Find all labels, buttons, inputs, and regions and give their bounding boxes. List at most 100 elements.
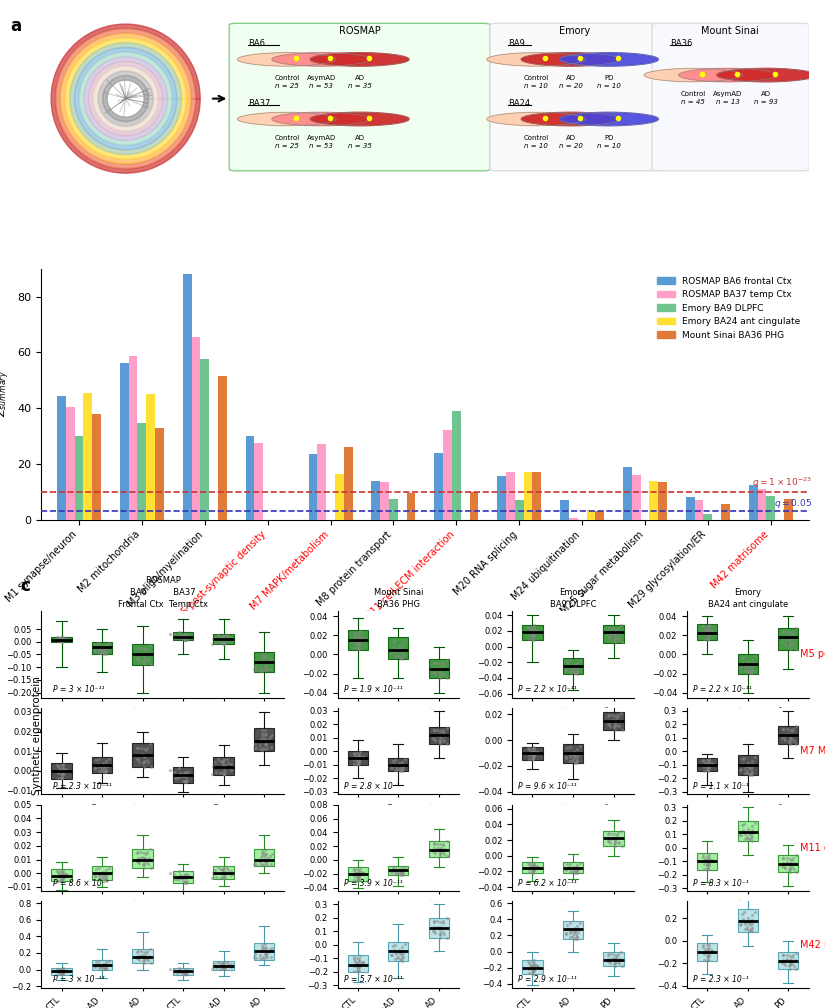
Point (134, 943, 148, 960)
Point (602, 625, 615, 641)
Point (398, 631, 412, 647)
Point (786, 721, 799, 737)
Point (573, 738, 587, 754)
Point (255, 731, 268, 747)
Point (144, 736, 157, 752)
Point (137, 856, 150, 872)
Bar (632, 475, 640, 520)
Point (526, 960, 539, 976)
Point (262, 655, 275, 671)
Point (225, 867, 238, 883)
Point (351, 872, 365, 888)
Point (697, 952, 710, 968)
Point (348, 752, 361, 768)
Point (174, 963, 187, 979)
Point (172, 961, 186, 977)
Point (527, 857, 540, 873)
Point (701, 763, 714, 779)
Point (748, 815, 761, 832)
Point (92, 961, 106, 977)
Point (606, 712, 620, 728)
Point (565, 929, 578, 946)
Text: c: c (20, 577, 30, 595)
Point (137, 850, 150, 866)
Point (258, 741, 271, 757)
Point (611, 834, 625, 850)
Point (563, 664, 577, 680)
Point (51, 962, 64, 978)
Point (178, 627, 191, 643)
Point (434, 836, 447, 852)
Bar (254, 443, 263, 520)
Point (433, 734, 446, 750)
Point (174, 868, 187, 884)
Text: P = 3 × 10⁻¹³: P = 3 × 10⁻¹³ (54, 976, 105, 985)
PathPatch shape (778, 952, 799, 969)
Point (740, 831, 753, 847)
Point (255, 663, 268, 679)
Point (352, 629, 365, 645)
Point (258, 853, 271, 869)
Point (782, 862, 795, 878)
Point (51, 770, 64, 786)
Point (527, 743, 540, 759)
Point (784, 856, 797, 872)
Point (177, 629, 191, 645)
Point (395, 648, 408, 664)
Point (783, 727, 796, 743)
Point (88, 760, 101, 776)
Point (748, 749, 761, 765)
Point (56, 965, 69, 981)
Point (177, 767, 191, 783)
Point (95, 869, 108, 885)
Point (177, 773, 190, 789)
Point (253, 741, 266, 757)
Point (738, 815, 751, 832)
Point (56, 632, 69, 648)
Point (565, 860, 578, 876)
Point (570, 864, 583, 880)
Point (257, 653, 270, 669)
Text: P = 1.9 × 10⁻¹¹: P = 1.9 × 10⁻¹¹ (343, 685, 403, 695)
Point (97, 957, 111, 973)
Point (434, 733, 447, 749)
Point (612, 836, 625, 852)
Point (143, 948, 156, 964)
Point (427, 731, 441, 747)
Point (783, 636, 796, 652)
Text: Control: Control (681, 91, 706, 97)
Point (744, 660, 757, 676)
Point (215, 862, 229, 878)
Point (563, 856, 576, 872)
Point (527, 748, 540, 764)
Point (528, 625, 541, 641)
Point (697, 762, 710, 778)
Point (131, 951, 144, 967)
Bar (469, 492, 478, 520)
Point (389, 936, 402, 953)
Point (390, 944, 403, 961)
Point (566, 927, 579, 943)
Point (698, 851, 711, 867)
Point (530, 744, 544, 760)
Point (527, 961, 540, 977)
Point (427, 913, 441, 929)
Point (349, 631, 362, 647)
Point (705, 942, 718, 959)
Point (705, 623, 719, 639)
Point (392, 638, 405, 654)
Point (249, 661, 262, 677)
Point (434, 842, 447, 858)
Text: PD: PD (605, 75, 614, 81)
Point (389, 632, 402, 648)
Point (207, 631, 220, 647)
Point (225, 960, 238, 976)
Point (60, 866, 73, 882)
Point (563, 861, 577, 877)
Point (563, 747, 577, 763)
Point (351, 957, 364, 973)
Point (390, 866, 403, 882)
Point (99, 868, 112, 884)
Point (139, 747, 152, 763)
Point (738, 663, 752, 679)
